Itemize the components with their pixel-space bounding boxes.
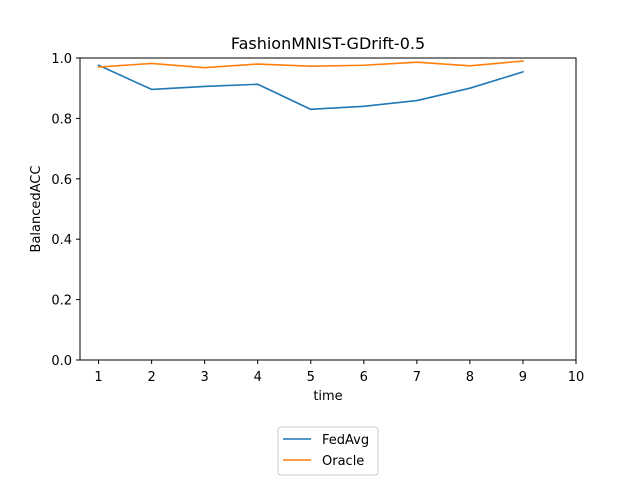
y-axis-label: BalancedACC — [29, 166, 44, 253]
x-tick-label: 5 — [307, 370, 315, 385]
plot-area — [97, 60, 524, 111]
x-tick-label: 1 — [94, 370, 102, 385]
y-tick-label: 0.0 — [51, 354, 72, 369]
x-tick-label: 3 — [201, 370, 209, 385]
x-tick-label: 8 — [466, 370, 474, 385]
x-tick-label: 4 — [254, 370, 262, 385]
y-tick-label: 0.8 — [51, 112, 72, 127]
x-tick-label: 9 — [519, 370, 527, 385]
y-tick-label: 0.4 — [51, 233, 72, 248]
x-tick-label: 6 — [360, 370, 368, 385]
axis-ticks: 1 2 3 4 5 6 7 8 9 10 0.0 0.2 0.4 0.6 0.8 1.0 — [51, 52, 584, 385]
y-tick-label: 0.6 — [51, 173, 72, 188]
x-tick-label: 2 — [147, 370, 155, 385]
y-tick-label: 0.2 — [51, 294, 72, 309]
legend: FedAvg Oracle — [277, 426, 379, 476]
legend-label-oracle: Oracle — [322, 454, 364, 469]
x-tick-label: 7 — [413, 370, 421, 385]
x-tick-label: 10 — [568, 370, 585, 385]
plot-frame — [79, 57, 577, 361]
x-axis-label: time — [313, 389, 342, 404]
chart-title: FashionMNIST-GDrift-0.5 — [231, 34, 425, 53]
legend-label-fedavg: FedAvg — [322, 433, 369, 448]
y-tick-label: 1.0 — [51, 52, 72, 67]
